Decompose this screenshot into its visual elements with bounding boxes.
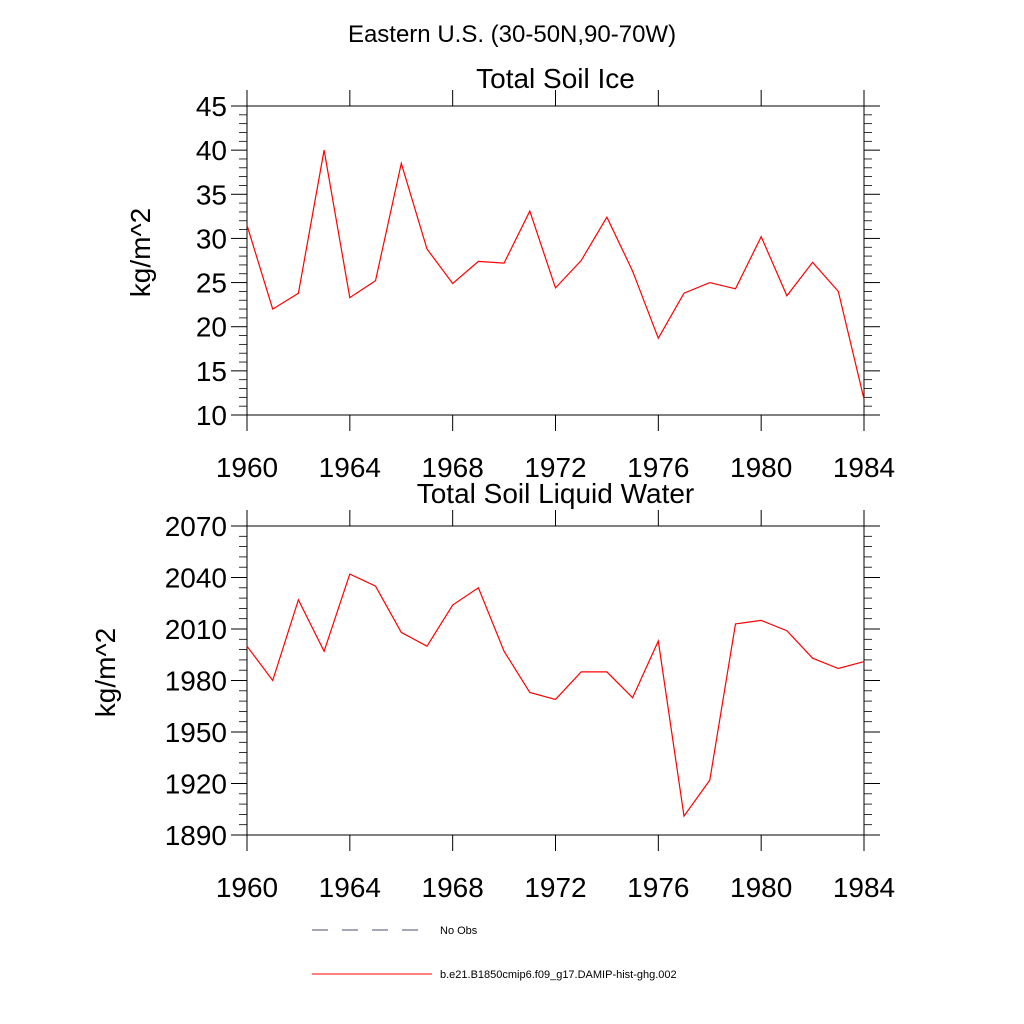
y-tick-label: 25 bbox=[196, 268, 227, 299]
x-tick-label: 1960 bbox=[216, 452, 278, 483]
legend-label-no-obs: No Obs bbox=[440, 925, 478, 937]
y-tick-label: 1980 bbox=[165, 666, 227, 697]
chart-panel-soil-liquid-water: Total Soil Liquid Water kg/m^2 1890 1920 195… bbox=[90, 478, 895, 903]
x-tick-label: 1968 bbox=[422, 872, 484, 903]
x-tick-label: 1976 bbox=[627, 452, 689, 483]
y-tick-label: 15 bbox=[196, 356, 227, 387]
x-tick-label: 1972 bbox=[524, 872, 586, 903]
x-tick-label: 1972 bbox=[524, 452, 586, 483]
chart-panel-soil-ice: Total Soil Ice kg/m^2 10 15 20 25 30 35 40 45 1960… bbox=[125, 63, 895, 483]
x-tick-label: 1968 bbox=[422, 452, 484, 483]
y-tick-label: 20 bbox=[196, 312, 227, 343]
y-tick-label: 30 bbox=[196, 223, 227, 254]
plot-frame bbox=[246, 525, 865, 836]
legend-label-model: b.e21.B1850cmip6.f09_g17.DAMIP-hist-ghg.… bbox=[440, 969, 677, 981]
y-tick-label: 2040 bbox=[165, 563, 227, 594]
y-tick-label: 35 bbox=[196, 179, 227, 210]
x-tick-label: 1960 bbox=[216, 872, 278, 903]
x-tick-label: 1984 bbox=[833, 452, 895, 483]
x-tick-label: 1984 bbox=[833, 872, 895, 903]
series-line bbox=[246, 573, 865, 818]
x-tick-label: 1964 bbox=[319, 872, 381, 903]
series-line bbox=[246, 149, 865, 400]
y-axis-label: kg/m^2 bbox=[90, 628, 121, 717]
y-tick-label: 45 bbox=[196, 91, 227, 122]
y-tick-label: 10 bbox=[196, 400, 227, 431]
x-tick-label: 1980 bbox=[730, 872, 792, 903]
legend: No Obs b.e21.B1850cmip6.f09_g17.DAMIP-hi… bbox=[312, 925, 677, 981]
page-title: Eastern U.S. (30-50N,90-70W) bbox=[348, 21, 676, 48]
y-tick-label: 1890 bbox=[165, 820, 227, 851]
x-tick-label: 1976 bbox=[627, 872, 689, 903]
y-tick-label: 1920 bbox=[165, 769, 227, 800]
y-tick-label: 1950 bbox=[165, 717, 227, 748]
chart-title: Total Soil Liquid Water bbox=[417, 478, 695, 509]
chart-title: Total Soil Ice bbox=[476, 63, 635, 94]
y-tick-label: 2010 bbox=[165, 614, 227, 645]
y-tick-label: 40 bbox=[196, 135, 227, 166]
x-tick-label: 1964 bbox=[319, 452, 381, 483]
y-tick-label: 2070 bbox=[165, 511, 227, 542]
y-axis-label: kg/m^2 bbox=[125, 208, 156, 297]
x-tick-label: 1980 bbox=[730, 452, 792, 483]
